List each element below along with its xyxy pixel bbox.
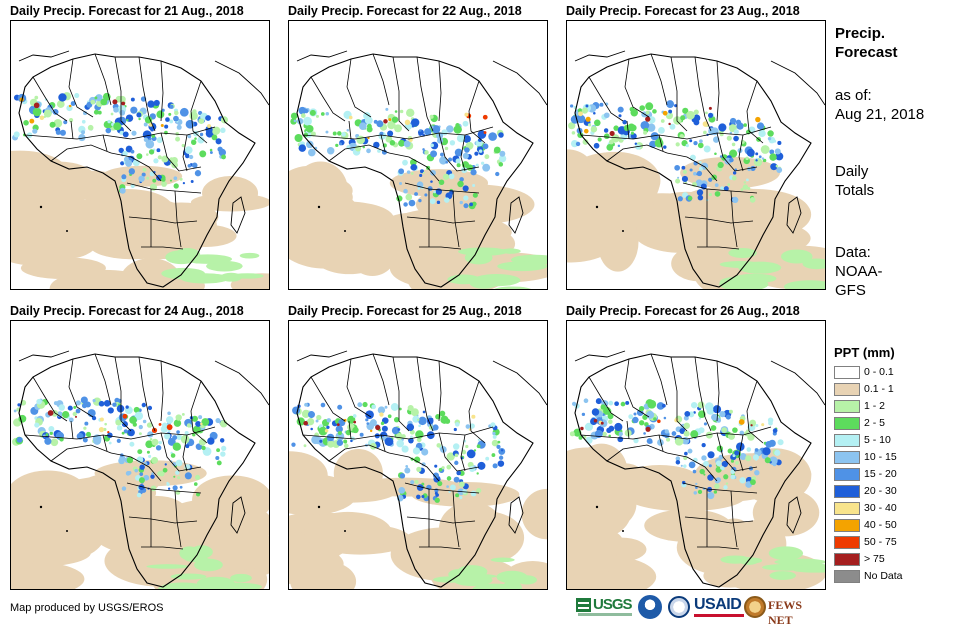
panel-title: Daily Precip. Forecast for 25 Aug., 2018	[288, 304, 522, 318]
usgs-logo-text: USGS	[593, 596, 633, 613]
legend-item: 30 - 40	[834, 501, 897, 518]
legend-title: PPT (mm)	[834, 345, 895, 360]
legend-swatch	[834, 468, 860, 481]
precip-map	[288, 320, 548, 590]
data-source-block: Data: NOAA- GFS	[835, 243, 883, 300]
legend-item: 0 - 0.1	[834, 365, 895, 382]
precip-map	[288, 20, 548, 290]
legend-label: 15 - 20	[864, 468, 897, 480]
legend-item: 50 - 75	[834, 535, 897, 552]
legend-label: No Data	[864, 570, 903, 582]
legend-swatch	[834, 366, 860, 379]
totals-block: Daily Totals	[835, 162, 874, 200]
source-line3: GFS	[835, 282, 866, 299]
as-of-date: Aug 21, 2018	[835, 106, 925, 123]
legend-item: 15 - 20	[834, 467, 897, 484]
usaid-seal-icon	[668, 596, 690, 618]
forecast-panel-23-aug: Daily Precip. Forecast for 23 Aug., 2018	[566, 3, 826, 290]
usgs-wave-icon	[576, 598, 591, 612]
legend-label: 50 - 75	[864, 536, 897, 548]
totals-line2: Totals	[835, 182, 875, 199]
legend-label: 0.1 - 1	[864, 383, 894, 395]
legend-swatch	[834, 451, 860, 464]
forecast-panel-21-aug: Daily Precip. Forecast for 21 Aug., 2018	[10, 3, 270, 290]
legend-label: 30 - 40	[864, 502, 897, 514]
panel-title: Daily Precip. Forecast for 24 Aug., 2018	[10, 304, 244, 318]
legend-swatch	[834, 502, 860, 515]
forecast-panel-22-aug: Daily Precip. Forecast for 22 Aug., 2018	[288, 3, 548, 290]
forecast-panel-26-aug: Daily Precip. Forecast for 26 Aug., 2018	[566, 303, 826, 590]
legend-item: 20 - 30	[834, 484, 897, 501]
legend-swatch	[834, 570, 860, 583]
source-line2: NOAA-	[835, 263, 883, 280]
fews-net-logo-text: FEWS NET	[768, 598, 803, 627]
legend-swatch	[834, 519, 860, 532]
legend-swatch	[834, 400, 860, 413]
legend-label: 0 - 0.1	[864, 366, 894, 378]
precip-map	[566, 20, 826, 290]
panel-title: Daily Precip. Forecast for 21 Aug., 2018	[10, 4, 244, 18]
panel-title: Daily Precip. Forecast for 23 Aug., 2018	[566, 4, 800, 18]
legend-label: 2 - 5	[864, 417, 886, 429]
forecast-panel-24-aug: Daily Precip. Forecast for 24 Aug., 2018	[10, 303, 270, 590]
precip-map	[10, 20, 270, 290]
map-credit: Map produced by USGS/EROS	[10, 602, 164, 614]
legend-label: 40 - 50	[864, 519, 897, 531]
totals-line1: Daily	[835, 163, 869, 180]
legend-item: 1 - 2	[834, 399, 895, 416]
legend-swatch	[834, 417, 860, 430]
legend-item: > 75	[834, 552, 895, 569]
as-of-label: as of:	[835, 87, 872, 104]
fews-net-seal-icon	[744, 596, 766, 618]
legend-item: No Data	[834, 569, 903, 586]
legend-label: 1 - 2	[864, 400, 886, 412]
legend-swatch	[834, 434, 860, 447]
legend-label: 10 - 15	[864, 451, 897, 463]
side-title-line1: Precip.	[835, 25, 886, 42]
precip-map	[566, 320, 826, 590]
usgs-logo: USGS	[576, 594, 633, 620]
legend-item: 10 - 15	[834, 450, 897, 467]
precip-legend: PPT (mm) 0 - 0.1 0.1 - 1 1 - 2 2 - 5 5 - 10 1…	[834, 345, 903, 586]
legend-label: 20 - 30	[864, 485, 897, 497]
side-title-line2: Forecast	[835, 44, 898, 61]
legend-swatch	[834, 553, 860, 566]
panel-title: Daily Precip. Forecast for 26 Aug., 2018	[566, 304, 800, 318]
legend-item: 0.1 - 1	[834, 382, 895, 399]
panel-title: Daily Precip. Forecast for 22 Aug., 2018	[288, 4, 522, 18]
usgs-tagline-bar	[578, 613, 632, 616]
usaid-red-bar	[694, 614, 744, 617]
side-title: Precip. Forecast	[835, 24, 898, 62]
agency-logos: USGS USAID FEWS NET	[576, 594, 826, 627]
noaa-logo-icon	[638, 595, 662, 619]
legend-item: 2 - 5	[834, 416, 895, 433]
legend-items: 0 - 0.1 0.1 - 1 1 - 2 2 - 5 5 - 10 10 - 15 15 …	[834, 365, 903, 586]
legend-label: > 75	[864, 553, 885, 565]
precip-map	[10, 320, 270, 590]
as-of-block: as of: Aug 21, 2018	[835, 86, 924, 124]
legend-swatch	[834, 536, 860, 549]
legend-item: 5 - 10	[834, 433, 895, 450]
source-line1: Data:	[835, 244, 871, 261]
legend-item: 40 - 50	[834, 518, 897, 535]
usaid-logo-text: USAID	[694, 596, 742, 613]
legend-swatch	[834, 383, 860, 396]
legend-swatch	[834, 485, 860, 498]
forecast-panel-25-aug: Daily Precip. Forecast for 25 Aug., 2018	[288, 303, 548, 590]
legend-label: 5 - 10	[864, 434, 891, 446]
